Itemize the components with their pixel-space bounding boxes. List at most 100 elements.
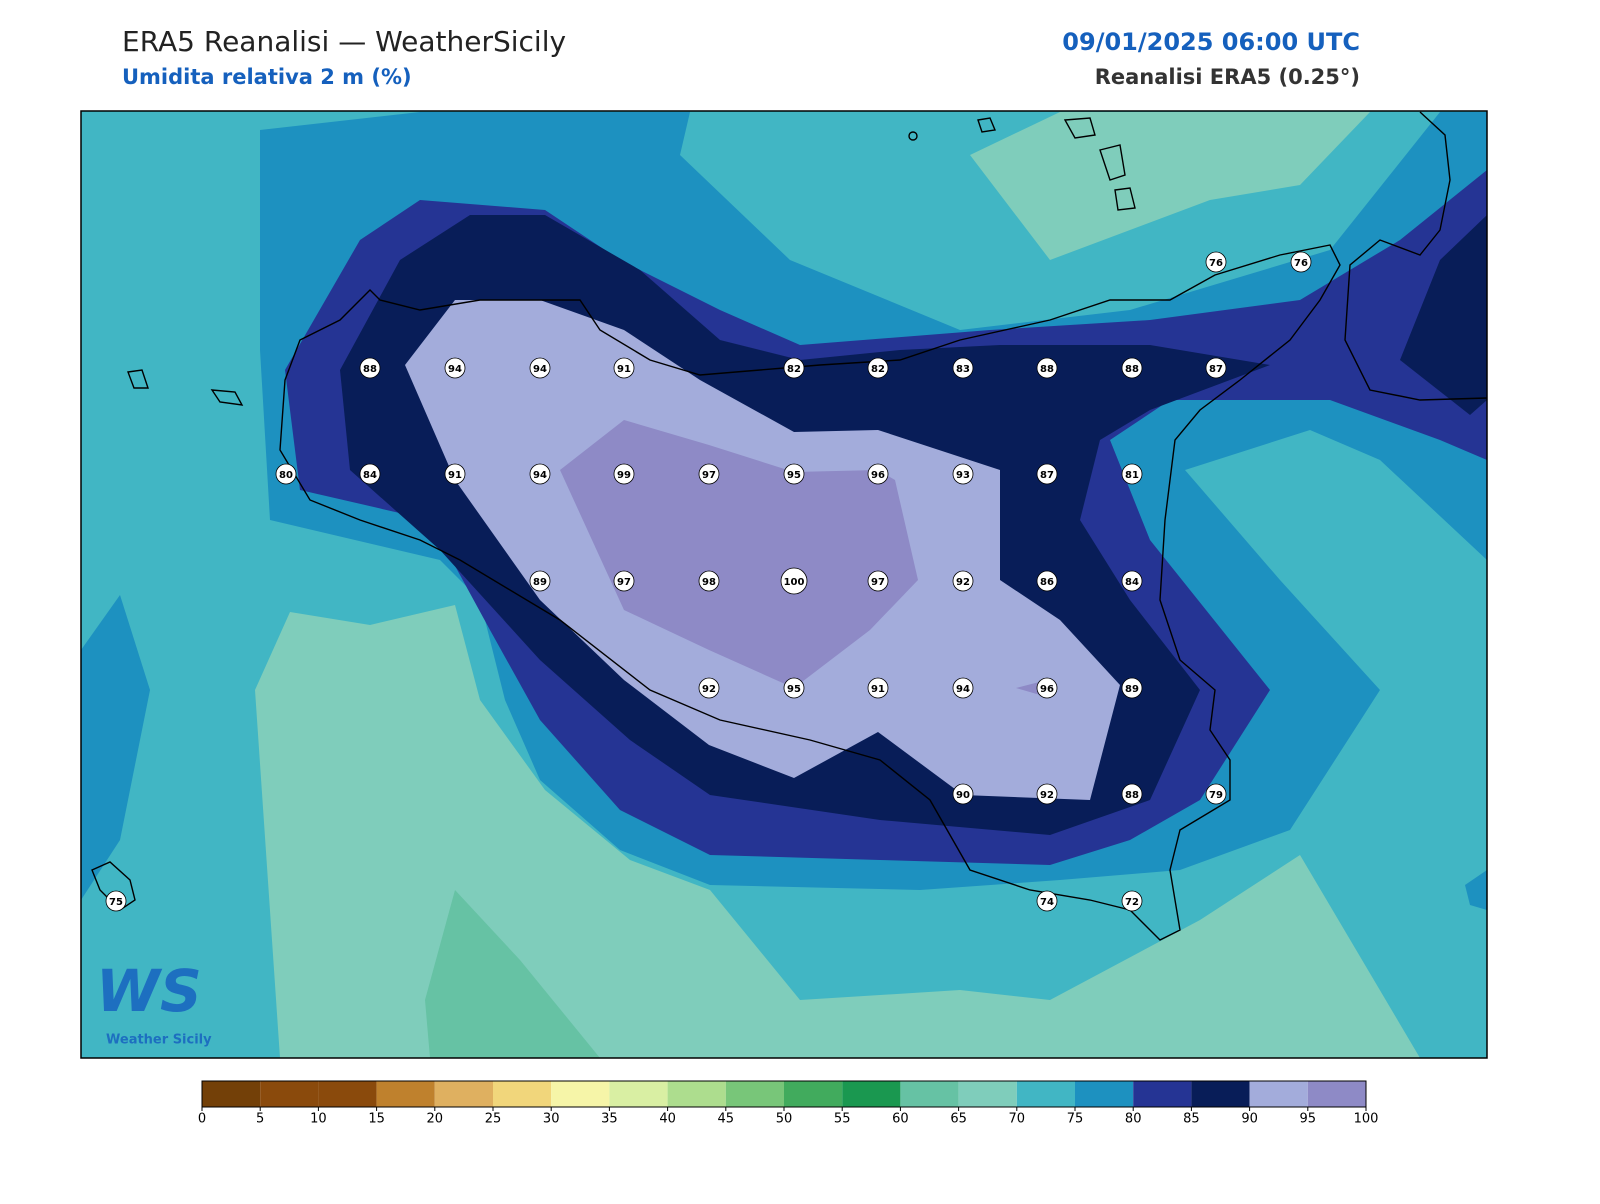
island [977,117,996,133]
station-value: 93 [956,470,970,481]
station-marker [783,677,805,699]
colorbar-tick-label: 70 [1009,1112,1026,1127]
station-value: 92 [702,684,716,695]
station-marker [698,463,720,485]
colorbar-tick-label: 65 [950,1112,967,1127]
colorbar-swatch [434,1081,493,1107]
colorbar-swatch [958,1081,1017,1107]
station-value: 76 [1294,258,1308,269]
station-value: 100 [784,577,805,588]
station-marker [1036,570,1058,592]
colorbar-swatch [376,1081,435,1107]
station-value: 94 [533,470,547,481]
station-value: 94 [956,684,970,695]
station-marker [529,357,551,379]
station-value: 84 [363,470,377,481]
station-value: 88 [363,364,377,375]
station-value: 79 [1209,790,1223,801]
source: Reanalisi ERA5 (0.25°) [1095,65,1360,89]
colorbar-swatch [1307,1081,1366,1107]
colorbar-tick-label: 40 [659,1112,676,1127]
colorbar-tick-label: 0 [198,1112,206,1127]
station-marker [1036,890,1058,912]
station-marker [1121,783,1143,805]
datetime: 09/01/2025 06:00 UTC [1062,28,1360,56]
station-marker [1290,251,1312,273]
station-marker [1205,251,1227,273]
station-value: 88 [1125,364,1139,375]
colorbar-tick-label: 25 [485,1112,502,1127]
station-marker [359,463,381,485]
station-marker [698,677,720,699]
station-marker [783,357,805,379]
colorbar: 0 5 10 15 20 25 30 35 40 45 50 55 60 65 70 75 80 85 90 95 10… [198,1080,1378,1127]
island [1063,117,1096,139]
band-85-90 [1400,215,1487,415]
colorbar-swatch [202,1081,261,1107]
station-marker [1205,357,1227,379]
station-value: 91 [871,684,885,695]
colorbar-tick-label: 5 [256,1112,264,1127]
station-marker [359,357,381,379]
station-marker [1121,570,1143,592]
station-value: 88 [1040,364,1054,375]
station-value: 76 [1209,258,1223,269]
band-95-100 [560,420,918,688]
colorbar-swatch [1133,1081,1192,1107]
colorbar-swatch [609,1081,668,1107]
station-value: 86 [1040,577,1054,588]
station-value: 72 [1125,897,1139,908]
station-marker [444,357,466,379]
subtitle: Umidita relativa 2 m (%) [122,65,412,89]
station-marker [613,463,635,485]
logo: WS Weather Sicily [96,957,212,1047]
colorbar-tick-label: 90 [1241,1112,1258,1127]
station-value: 94 [533,364,547,375]
island [908,131,918,141]
map-frame [80,110,1488,1059]
station-value: 84 [1125,577,1139,588]
station-value: 91 [448,470,462,481]
station-value: 92 [956,577,970,588]
colorbar-tick-label: 35 [601,1112,618,1127]
colorbar-swatch [260,1081,319,1107]
island [127,369,149,389]
colorbar-tick-label: 80 [1125,1112,1142,1127]
station-marker [952,570,974,592]
station-value: 96 [871,470,885,481]
station-marker [1205,783,1227,805]
island [1114,187,1136,211]
station-value: 82 [787,364,801,375]
station-value: 83 [956,364,970,375]
station-marker [867,677,889,699]
station-marker [952,677,974,699]
station-marker [867,570,889,592]
band-65-70 [255,605,1420,1058]
colorbar-tick-label: 30 [543,1112,560,1127]
station-marker [1121,357,1143,379]
station-value: 89 [533,577,547,588]
station-marker [1036,357,1058,379]
station-marker [867,357,889,379]
colorbar-tick-label: 95 [1300,1112,1317,1127]
title: ERA5 Reanalisi — WeatherSicily [122,25,566,58]
station-marker [952,357,974,379]
station-value: 80 [279,470,293,481]
island [91,861,136,911]
station-value: 82 [871,364,885,375]
station-value: 99 [617,470,631,481]
colorbar-swatch [551,1081,610,1107]
station-marker [529,463,551,485]
station-value: 92 [1040,790,1054,801]
station-marker [1036,463,1058,485]
station-marker [698,570,720,592]
station-value: 95 [787,684,801,695]
band-60-65 [425,890,600,1058]
station-value: 74 [1040,897,1054,908]
station-marker [444,463,466,485]
station-value: 88 [1125,790,1139,801]
colorbar-swatch [1075,1081,1134,1107]
colorbar-swatch [667,1081,726,1107]
